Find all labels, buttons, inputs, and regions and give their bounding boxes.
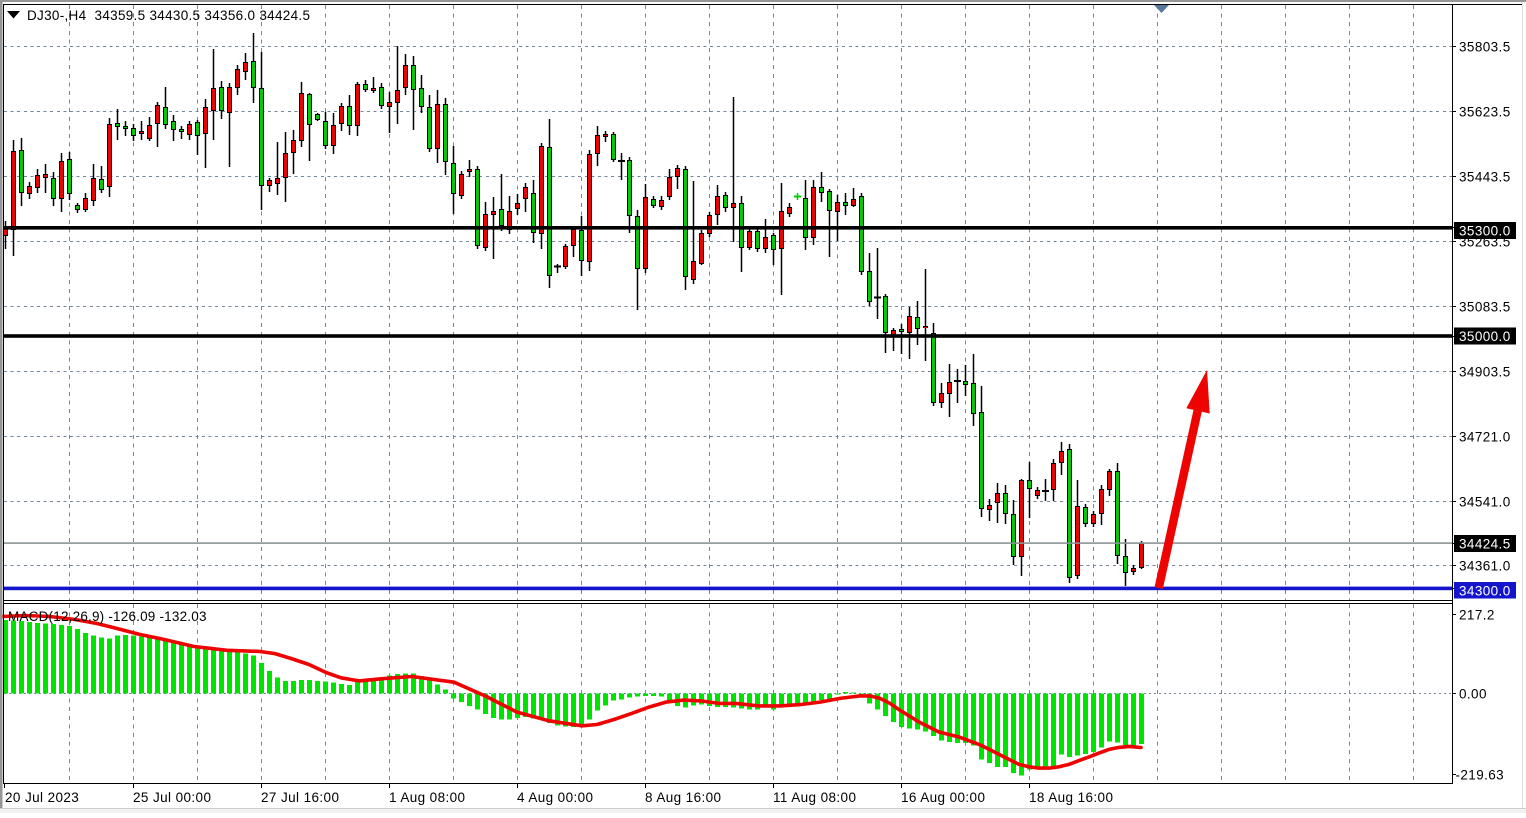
svg-text:4 Aug 00:00: 4 Aug 00:00 <box>517 790 593 805</box>
svg-text:20 Jul 2023: 20 Jul 2023 <box>5 790 79 805</box>
svg-text:8 Aug 16:00: 8 Aug 16:00 <box>645 790 721 805</box>
svg-text:27 Jul 16:00: 27 Jul 16:00 <box>261 790 339 805</box>
svg-text:DJ30-,H4 34359.5 34430.5 3435: DJ30-,H4 34359.5 34430.5 34356.0 34424.5 <box>27 8 310 23</box>
svg-text:35803.5: 35803.5 <box>1459 40 1511 55</box>
svg-text:34903.5: 34903.5 <box>1459 365 1511 380</box>
svg-text:35000.0: 35000.0 <box>1459 329 1511 344</box>
svg-text:0.00: 0.00 <box>1459 687 1487 702</box>
svg-text:1 Aug 08:00: 1 Aug 08:00 <box>389 790 465 805</box>
svg-text:MACD(12,26,9) -126.09 -132.03: MACD(12,26,9) -126.09 -132.03 <box>8 609 207 624</box>
svg-text:35300.0: 35300.0 <box>1459 224 1511 239</box>
svg-text:217.2: 217.2 <box>1459 608 1495 623</box>
svg-text:34361.0: 34361.0 <box>1459 559 1511 574</box>
svg-text:34541.0: 34541.0 <box>1459 495 1511 510</box>
svg-text:11 Aug 08:00: 11 Aug 08:00 <box>773 790 856 805</box>
svg-text:-219.63: -219.63 <box>1456 768 1505 783</box>
svg-text:25 Jul 00:00: 25 Jul 00:00 <box>133 790 211 805</box>
svg-text:16 Aug 00:00: 16 Aug 00:00 <box>901 790 985 805</box>
svg-text:35083.5: 35083.5 <box>1459 300 1511 315</box>
svg-text:18 Aug 16:00: 18 Aug 16:00 <box>1029 790 1113 805</box>
svg-text:35443.5: 35443.5 <box>1459 170 1511 185</box>
svg-text:34721.0: 34721.0 <box>1459 430 1511 445</box>
svg-text:35623.5: 35623.5 <box>1459 105 1511 120</box>
svg-text:34300.0: 34300.0 <box>1459 584 1511 599</box>
svg-text:34424.5: 34424.5 <box>1459 537 1511 552</box>
